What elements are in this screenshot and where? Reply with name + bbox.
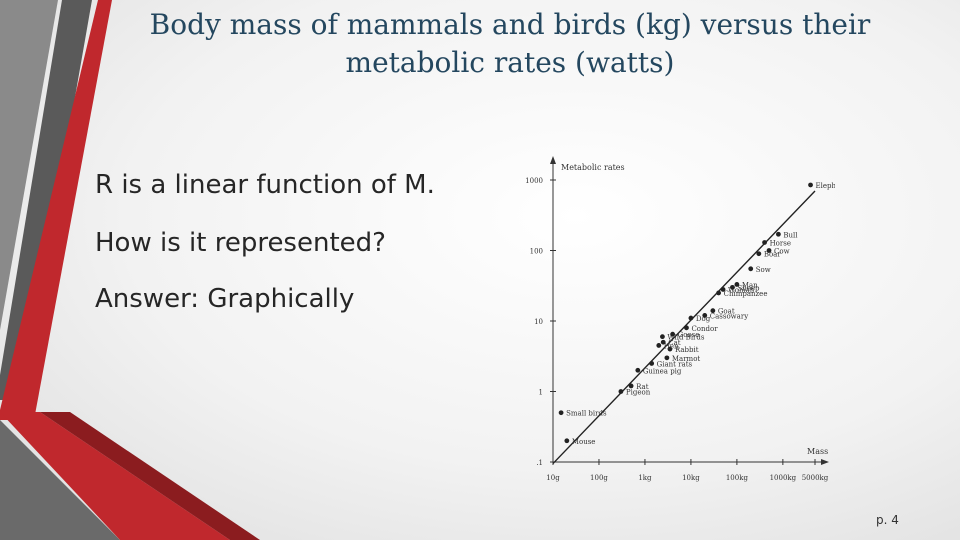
data-point — [660, 334, 665, 340]
data-point — [776, 231, 781, 237]
y-tick-label: 1000 — [525, 177, 543, 185]
data-point — [684, 325, 689, 331]
x-tick-label: 5000kg — [802, 474, 829, 482]
x-axis-arrow — [821, 459, 829, 465]
data-point-label: Sow — [756, 266, 771, 274]
y-tick-label: 1 — [539, 389, 543, 397]
data-point-label: Sheep — [737, 284, 760, 292]
x-tick-label: 10kg — [682, 474, 700, 482]
y-tick-label: .1 — [536, 459, 543, 467]
data-point-label: Bull — [783, 231, 798, 239]
dark-gray-bar — [0, 0, 92, 400]
data-point-label: Pigeon — [626, 389, 651, 397]
data-point-label: Condor — [691, 325, 718, 333]
y-axis-label: Metabolic rates — [561, 163, 625, 172]
x-tick-label: 10g — [546, 474, 560, 482]
data-point — [748, 266, 754, 272]
data-point — [635, 367, 641, 373]
data-point-label: Horse — [770, 239, 791, 247]
data-point-label: Man — [742, 281, 758, 289]
data-point — [628, 383, 634, 389]
data-point — [762, 240, 767, 245]
y-tick-label: 10 — [534, 318, 543, 326]
bottom-dark-red-band — [40, 412, 260, 540]
gray-bar — [0, 0, 58, 330]
data-point — [618, 389, 624, 394]
data-point — [664, 355, 670, 361]
data-point-label: Woman — [728, 286, 755, 294]
data-point-label: Cow — [774, 248, 790, 256]
trend-line — [552, 190, 816, 465]
data-point-label: Wild Birds — [667, 334, 704, 342]
data-point — [730, 284, 735, 290]
data-point-label: Guinea pig — [643, 367, 682, 375]
data-point — [756, 251, 762, 257]
bottom-red-band — [0, 412, 230, 540]
bottom-gray-wedge — [0, 420, 120, 540]
x-axis-label: Mass — [807, 447, 828, 456]
data-point-label: Small birds — [566, 410, 607, 418]
bullet-linear-function: R is a linear function of M. — [95, 170, 435, 200]
data-point-label: Rat — [636, 383, 649, 391]
data-point — [564, 438, 570, 444]
data-point-label: Elephant — [816, 182, 835, 190]
data-point — [649, 361, 655, 366]
title-line-1: Body mass of mammals and birds (kg) vers… — [149, 8, 871, 41]
data-point-label: Goat — [718, 308, 735, 316]
data-point-label: Cassowary — [710, 312, 748, 320]
bullet-answer: Answer: Graphically — [95, 284, 355, 314]
data-point-label: Chimpanzee — [724, 290, 768, 298]
data-point — [766, 248, 772, 253]
data-point — [702, 313, 708, 318]
data-point — [670, 331, 676, 337]
bullet-how-represented: How is it represented? — [95, 228, 386, 258]
data-point — [710, 308, 716, 314]
data-point — [667, 346, 673, 352]
data-point-label: Rabbit — [675, 346, 699, 354]
data-point-label: Marmot — [672, 355, 701, 363]
data-point — [688, 315, 694, 321]
data-point-label: Cat — [668, 339, 681, 347]
data-point — [716, 290, 721, 296]
x-tick-label: 1kg — [638, 474, 652, 482]
data-point — [660, 339, 666, 345]
data-point-label: Mouse — [572, 438, 596, 446]
data-point-label: Boar — [764, 251, 782, 259]
data-point — [656, 343, 662, 348]
y-axis-arrow — [550, 156, 556, 164]
x-tick-label: 100kg — [726, 474, 749, 482]
title-line-2: metabolic rates (watts) — [345, 46, 675, 79]
data-point — [734, 282, 740, 287]
data-point — [720, 287, 726, 292]
red-bar — [0, 0, 112, 420]
x-tick-label: 1000kg — [770, 474, 797, 482]
data-point — [808, 182, 813, 188]
page-number: p. 4 — [876, 513, 899, 527]
data-point-label: Giant rats — [657, 360, 693, 368]
y-tick-label: 100 — [530, 248, 543, 256]
x-tick-label: 100g — [590, 474, 608, 482]
data-point-label: Goose — [678, 331, 700, 339]
data-point-label: Dog — [696, 315, 711, 323]
slide-title: Body mass of mammals and birds (kg) vers… — [100, 6, 920, 82]
data-point-label: Hen — [664, 342, 679, 350]
data-point — [558, 410, 564, 416]
